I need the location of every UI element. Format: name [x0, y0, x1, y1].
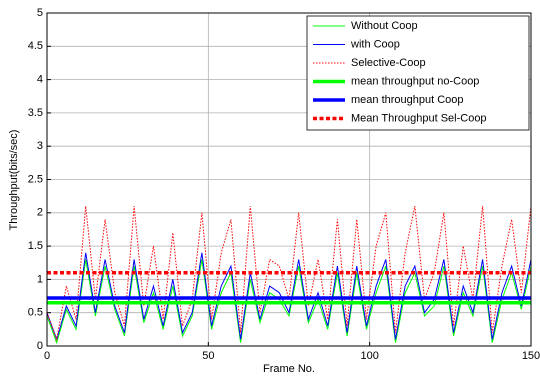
series-line [46, 259, 532, 345]
legend-label: Without Coop [351, 20, 418, 32]
x-tick-label: 150 [522, 350, 540, 362]
y-tick-label: 4.5 [28, 40, 43, 52]
y-tick-label: 2 [37, 207, 43, 219]
y-tick-label: 0.5 [28, 307, 43, 319]
x-tick-label: 50 [202, 350, 214, 362]
y-tick-label: 1.5 [28, 240, 43, 252]
legend-label: Selective-Coop [351, 57, 426, 69]
legend-label: mean throughput Coop [351, 94, 464, 106]
plot-frame [46, 12, 532, 347]
x-tick-label: 0 [44, 350, 50, 362]
x-axis-label: Frame No. [263, 363, 315, 375]
y-tick-label: 5 [37, 7, 43, 19]
y-tick-label: 4 [37, 74, 43, 86]
y-tick-label: 0 [37, 340, 43, 352]
y-tick-label: 3.5 [28, 107, 43, 119]
legend-label: mean throughput no-Coop [351, 75, 479, 87]
legend: Without Coop with Coop Selective-Coop mean … [306, 15, 530, 131]
series-line [46, 252, 532, 341]
legend-label: with Coop [350, 38, 400, 50]
y-axis-label: Throughput(bits/sec) [8, 130, 20, 231]
legend-box [306, 15, 530, 131]
x-tick-label: 100 [360, 350, 378, 362]
y-tick-label: 1 [37, 273, 43, 285]
y-tick-label: 3 [37, 140, 43, 152]
legend-label: Mean Throughput Sel-Coop [351, 112, 487, 124]
y-tick-label: 2.5 [28, 173, 43, 185]
